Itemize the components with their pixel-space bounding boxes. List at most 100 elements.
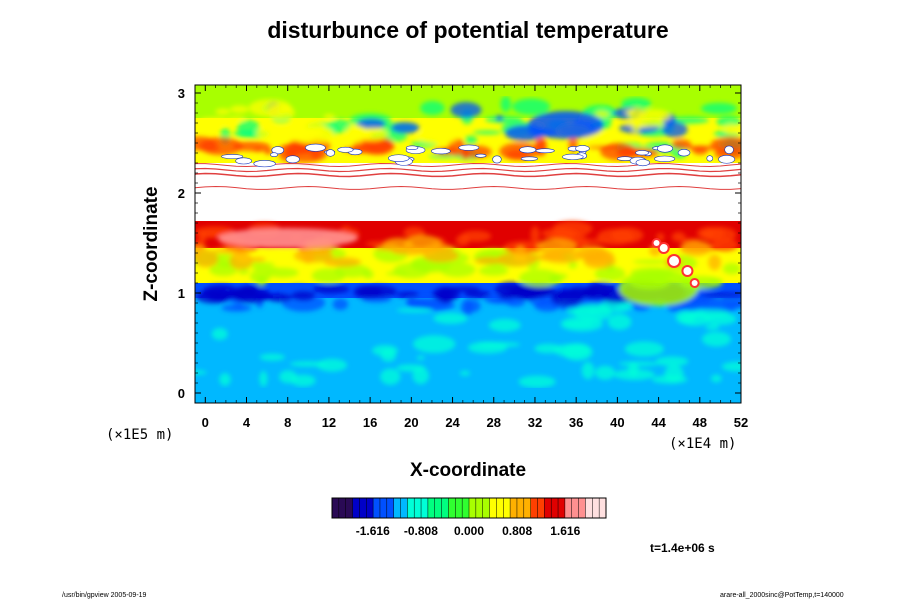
x-tick-label: 52	[734, 415, 748, 430]
field-detail	[500, 96, 512, 113]
colorbar-segment	[599, 498, 607, 518]
x-axis-ticks: 0 4 8 12 16 20 24 28 32 36 40 44 48 52	[202, 85, 748, 430]
field-detail	[724, 124, 739, 135]
eddy-core	[691, 280, 698, 286]
field-detail	[464, 135, 478, 146]
colorbar-segment	[359, 498, 367, 518]
field-detail	[628, 362, 639, 377]
field-detail	[701, 102, 737, 114]
wisp	[706, 155, 714, 162]
field-detail	[422, 249, 459, 263]
plot-frame	[194, 84, 742, 404]
field-detail	[433, 312, 468, 324]
time-label: t=1.4e+06 s	[650, 541, 715, 555]
field-detail	[460, 230, 492, 242]
field-detail	[252, 147, 264, 152]
colorbar-segment	[448, 498, 456, 518]
colorbar-segment	[592, 498, 600, 518]
colorbar-segment	[551, 498, 559, 518]
field-detail	[259, 353, 285, 361]
field-detail	[332, 298, 349, 311]
field-detail	[572, 239, 612, 244]
colorbar-segment	[421, 498, 429, 518]
field-detail	[535, 139, 547, 157]
field-detail	[638, 109, 671, 123]
chart-title: disturbunce of potential temperature	[267, 17, 668, 43]
field-detail	[227, 116, 246, 121]
inversion-line	[195, 172, 741, 178]
x-tick-label: 40	[610, 415, 624, 430]
wisp	[270, 152, 279, 158]
y-axis-ticks: 0 1 2 3	[178, 86, 741, 401]
field-detail	[311, 268, 346, 283]
field-detail	[594, 266, 626, 282]
field-detail	[215, 108, 231, 115]
colorbar-segment	[441, 498, 449, 518]
field-detail	[420, 100, 445, 116]
field-detail	[212, 247, 253, 254]
wisp	[535, 148, 555, 154]
wisp	[635, 159, 650, 167]
wisp	[724, 145, 734, 155]
field-detail	[406, 297, 417, 305]
x-tick-label: 0	[202, 415, 209, 430]
field-detail	[587, 282, 616, 295]
field-detail	[464, 299, 481, 313]
field-detail	[515, 245, 525, 256]
field-detail	[504, 125, 545, 141]
field-detail	[316, 358, 348, 372]
colorbar-segment	[516, 498, 525, 518]
colorbar-segment	[393, 498, 401, 518]
eddy-core	[669, 256, 680, 266]
field-detail	[281, 293, 326, 312]
colorbar-labels: -1.616 -0.808 0.000 0.808 1.616	[356, 524, 581, 538]
wisp	[285, 155, 300, 164]
field-detail	[323, 113, 335, 120]
colorbar-segment	[400, 498, 408, 518]
field-detail	[624, 341, 664, 357]
colorbar-segment	[379, 498, 388, 518]
field-detail	[581, 361, 595, 380]
field-detail	[542, 249, 583, 264]
field-detail	[357, 285, 397, 299]
wisp	[337, 146, 354, 153]
field-detail	[312, 285, 350, 294]
colorbar-segment	[462, 498, 470, 518]
x-tick-label: 44	[651, 415, 666, 430]
wisp	[253, 160, 276, 168]
wisp	[221, 154, 244, 159]
y-tick-label: 0	[178, 386, 185, 401]
field-detail	[310, 150, 322, 160]
field-detail	[423, 244, 455, 252]
field-detail	[716, 115, 741, 127]
field-detail	[412, 335, 456, 353]
colorbar-segment	[537, 498, 545, 518]
field-detail	[464, 290, 491, 298]
wisp	[520, 156, 538, 161]
field-detail	[651, 375, 688, 384]
field-sharp	[195, 143, 741, 288]
field-detail	[202, 144, 220, 152]
colorbar-segment	[345, 498, 353, 518]
colorbar-segment	[475, 498, 483, 518]
field-detail	[562, 343, 593, 361]
field-detail	[708, 254, 721, 271]
x-tick-label: 8	[284, 415, 291, 430]
x-tick-label: 48	[693, 415, 707, 430]
colorbar-segment	[530, 498, 538, 518]
field-detail	[467, 341, 508, 354]
x-scale-note: (×1E4 m)	[669, 436, 736, 452]
field-detail	[195, 247, 200, 258]
field-detail	[671, 139, 692, 150]
wisp	[235, 157, 253, 165]
wisp	[562, 153, 584, 160]
colorbar-segment	[510, 498, 518, 518]
field-detail	[417, 128, 459, 145]
colorbar-segment	[571, 498, 579, 518]
wisp	[519, 146, 537, 154]
field-detail	[701, 331, 732, 347]
y-tick-label: 3	[178, 86, 185, 101]
y-tick-label: 1	[178, 286, 185, 301]
